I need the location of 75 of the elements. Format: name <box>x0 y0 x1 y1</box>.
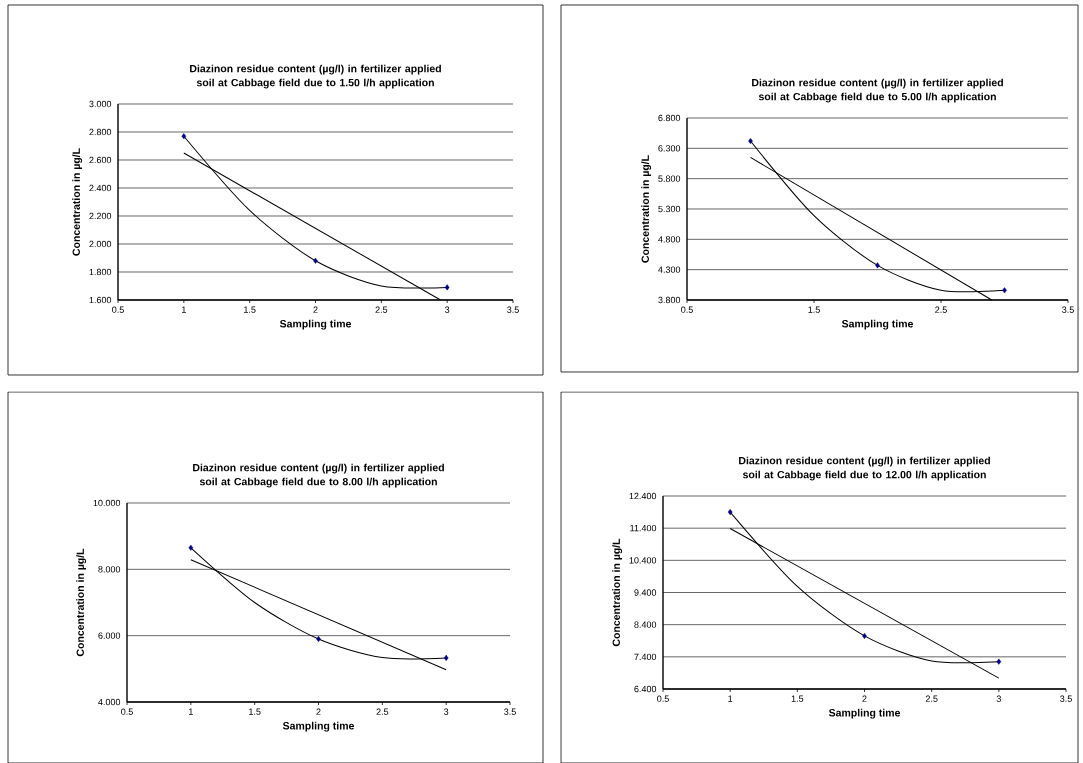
y-tick-label: 6.800 <box>658 114 681 122</box>
x-tick-label: 2 <box>316 708 321 715</box>
y-tick-label: 4.300 <box>658 266 681 273</box>
x-tick-label: 0.5 <box>121 708 133 715</box>
x-tick-label: 3 <box>996 695 1001 702</box>
x-tick-label: 1.5 <box>808 306 820 313</box>
point <box>316 635 321 642</box>
x-tick-label: 0.5 <box>657 695 669 702</box>
point <box>996 658 1002 665</box>
y-tick-label: 8.000 <box>98 566 121 573</box>
x-tick-label: 3.5 <box>1062 306 1074 313</box>
x-tick-label: 0.5 <box>681 306 693 313</box>
chart-title: Diazinon residue content (µg/l) in fertilizer applied soil at Cabbage field due to 1.50 l/h application <box>190 64 441 89</box>
y-tick-label: 6.300 <box>658 145 681 152</box>
y-tick-label: 1.800 <box>89 268 112 276</box>
y-tick-label: 2.600 <box>89 156 112 164</box>
point <box>1002 287 1007 294</box>
y-tick-label: 2.800 <box>89 128 112 136</box>
x-tick-label: 2.5 <box>925 695 938 702</box>
y-tick-label: 6.000 <box>98 632 121 639</box>
chart-title: Diazinon residue content (µg/l) in fertilizer applied soil at Cabbage field due to 5.00 l/h application <box>752 78 1003 103</box>
y-axis-title: Concentration in µg/L <box>72 148 83 256</box>
y-tick-label: 4.800 <box>658 236 681 243</box>
x-tick-label: 3.5 <box>504 708 516 715</box>
point <box>444 284 450 291</box>
x-tick-label: 3.5 <box>507 306 519 313</box>
x-axis-title: Sampling time <box>279 319 352 330</box>
x-axis-title: Sampling time <box>282 721 355 732</box>
y-tick-label: 7.400 <box>634 653 657 661</box>
x-tick-label: 3.5 <box>1060 695 1072 702</box>
point <box>748 138 753 145</box>
x-tick-label: 1 <box>189 708 193 715</box>
point <box>181 133 187 140</box>
point <box>188 544 194 551</box>
chart-title: Diazinon residue content (µg/l) in fertilizer applied soil at Cabbage field due to 8.00 l/h application <box>193 463 444 488</box>
y-tick-label: 9.400 <box>634 589 657 596</box>
x-tick-label: 1 <box>182 306 186 313</box>
point <box>727 509 733 516</box>
y-tick-label: 3.000 <box>89 100 112 108</box>
x-tick-label: 1.5 <box>244 306 256 313</box>
y-tick-label: 5.800 <box>658 175 681 182</box>
point <box>862 632 867 639</box>
y-tick-label: 5.300 <box>658 205 681 213</box>
y-axis-title: Concentration in µg/L <box>612 538 623 647</box>
point <box>443 654 449 661</box>
x-tick-label: 2 <box>313 306 318 313</box>
x-tick-label: 2.5 <box>935 306 947 313</box>
y-axis-title: Concentration in µg/L <box>76 548 87 657</box>
x-tick-label: 1.5 <box>791 695 804 702</box>
y-tick-label: 12.400 <box>629 492 657 500</box>
y-tick-label: 2.400 <box>89 184 112 192</box>
y-tick-label: 2.000 <box>89 240 112 248</box>
y-tick-label: 6.400 <box>634 685 657 693</box>
y-tick-label: 8.400 <box>634 621 657 628</box>
x-tick-label: 2 <box>862 695 867 702</box>
x-tick-label: 2.5 <box>376 708 389 715</box>
x-axis-title: Sampling time <box>841 319 914 330</box>
x-tick-label: 1 <box>728 695 733 702</box>
x-tick-label: 2.5 <box>375 306 388 313</box>
y-tick-label: 4.000 <box>98 698 121 706</box>
y-tick-label: 1.600 <box>89 296 112 304</box>
x-tick-label: 3 <box>444 708 449 715</box>
y-tick-label: 2.200 <box>89 212 112 220</box>
y-tick-label: 11.400 <box>630 524 657 532</box>
point <box>875 262 880 269</box>
x-tick-label: 1.5 <box>249 708 261 715</box>
y-axis-title: Concentration in µg/L <box>641 155 652 263</box>
y-tick-label: 3.800 <box>658 296 681 304</box>
chart-title: Diazinon residue content (µg/l) in fertilizer applied soil at Cabbage field due to 12.00 l/h application <box>739 456 990 481</box>
y-tick-label: 10.400 <box>629 557 657 564</box>
point <box>313 257 318 264</box>
x-axis-title: Sampling time <box>828 708 901 719</box>
y-tick-label: 10.000 <box>93 499 121 507</box>
x-tick-label: 3 <box>445 306 450 313</box>
x-tick-label: 0.5 <box>112 306 124 313</box>
